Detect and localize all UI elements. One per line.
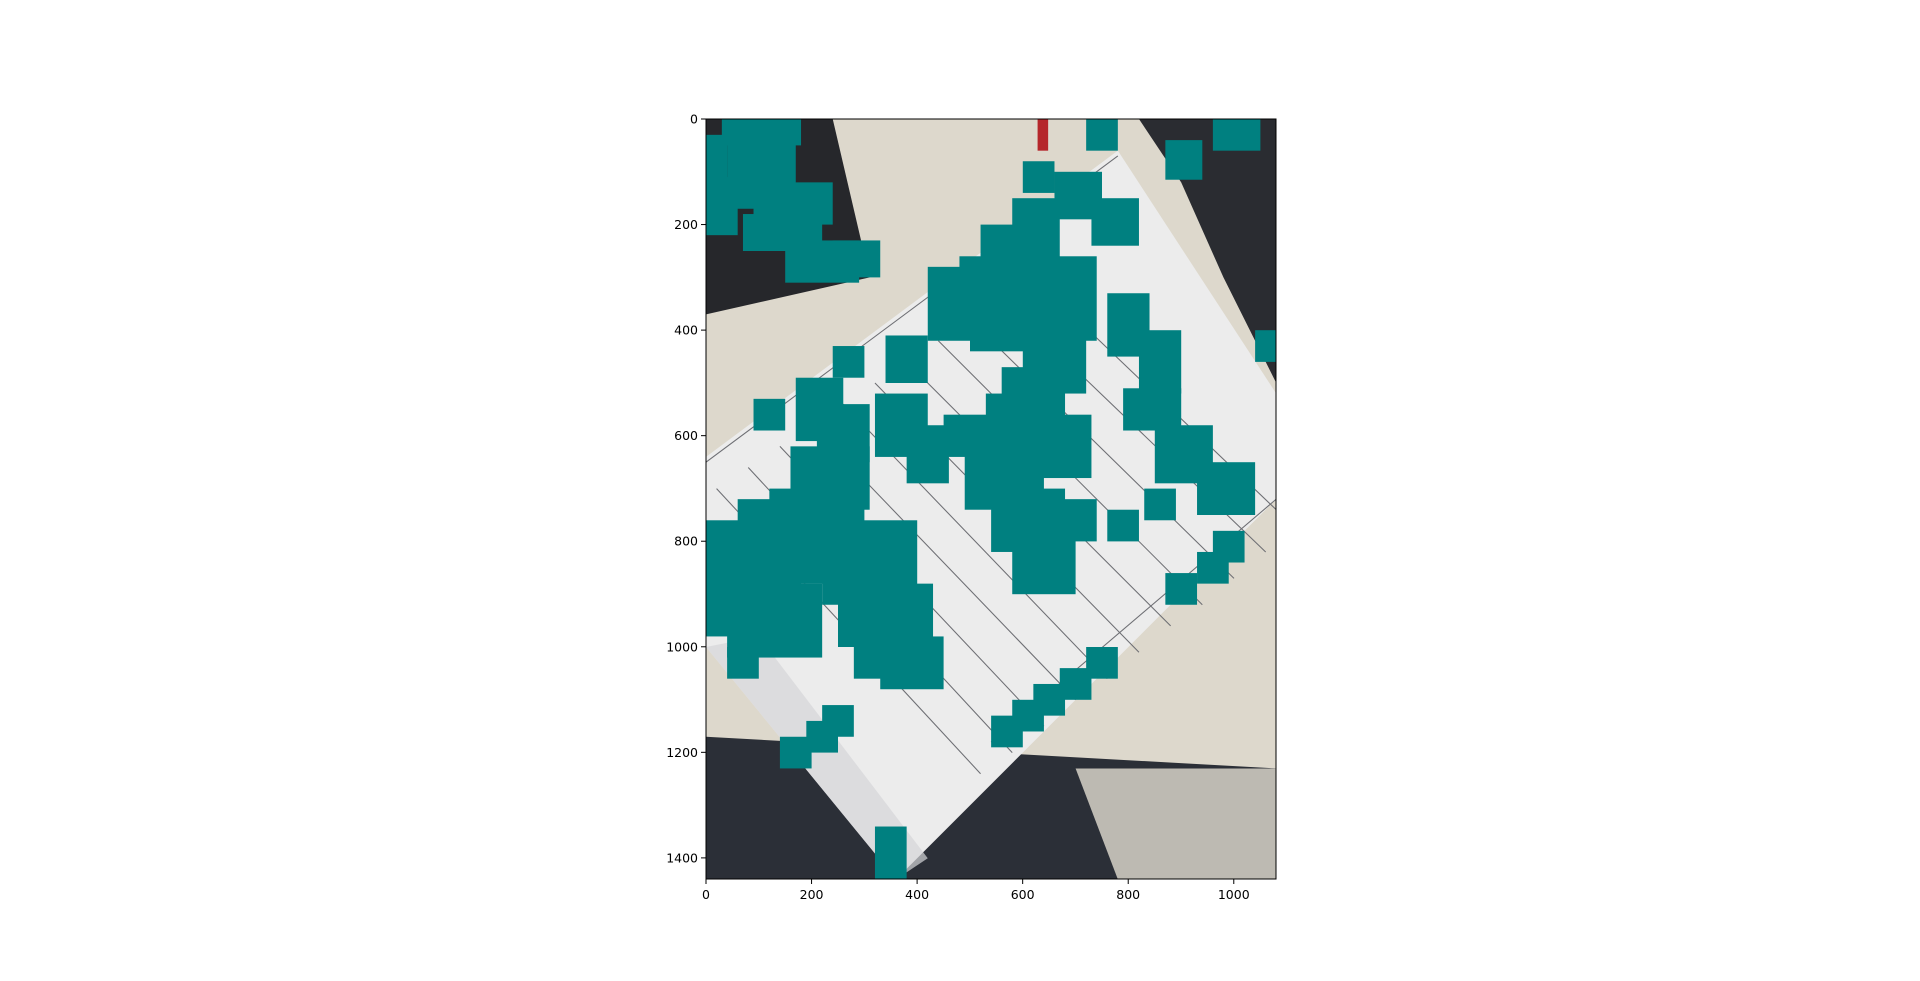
x-tick-label: 1000 [1218, 887, 1250, 902]
paper-shadow [706, 636, 928, 879]
x-tick-label: 0 [702, 887, 710, 902]
y-tick-label: 400 [674, 323, 698, 338]
y-tick-label: 1400 [666, 850, 698, 865]
x-tick-label: 600 [1011, 887, 1035, 902]
y-tick-label: 1200 [666, 745, 698, 760]
axes-frame [705, 118, 1277, 880]
y-tick-label: 0 [690, 112, 698, 127]
y-tick-label: 200 [674, 217, 698, 232]
x-tick-label: 200 [800, 887, 824, 902]
red-object [1037, 119, 1049, 151]
x-tick-label: 400 [905, 887, 929, 902]
x-tick-label: 800 [1116, 887, 1140, 902]
photo-image [706, 119, 1276, 879]
dark-object [1138, 119, 1276, 383]
y-tick-label: 1000 [666, 639, 698, 654]
x-axis: 0 200 400 600 800 1000 [702, 879, 1250, 902]
floor-light-area [1075, 768, 1276, 879]
mask-overlay [706, 119, 1276, 879]
y-tick-label: 600 [674, 428, 698, 443]
y-tick-label: 800 [674, 534, 698, 549]
y-axis: 0 200 400 600 800 1000 1200 1400 [666, 112, 706, 865]
